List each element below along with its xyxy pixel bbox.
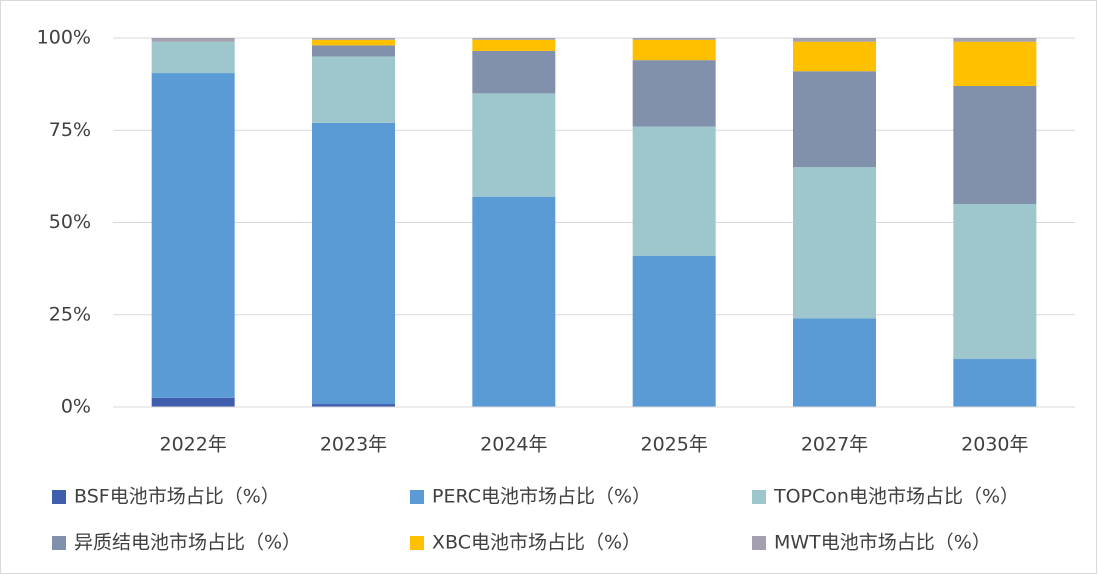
legend-label: PERC电池市场占比（%）	[432, 486, 651, 508]
bar-segment	[151, 38, 235, 42]
y-tick-label: 25%	[49, 303, 91, 325]
bar-segment	[793, 71, 876, 168]
bar-segment	[632, 38, 716, 40]
legend-swatch	[752, 490, 766, 504]
bar-segment	[312, 404, 395, 407]
bar-segment	[953, 38, 1037, 42]
legend-swatch	[52, 490, 66, 504]
bar-segment	[953, 359, 1037, 407]
legend-label: MWT电池市场占比（%）	[774, 532, 991, 554]
bar-segment	[312, 38, 395, 40]
bar-segment	[472, 50, 556, 94]
bar-segment	[632, 255, 716, 407]
legend-label: BSF电池市场占比（%）	[74, 486, 280, 508]
bar-segment	[312, 56, 395, 123]
bar-segment	[632, 39, 716, 61]
y-tick-label: 50%	[49, 211, 91, 233]
bar-segment	[312, 45, 395, 57]
bar-segment	[793, 318, 876, 407]
bar-segment	[312, 122, 395, 405]
legend-label: 异质结电池市场占比（%）	[74, 532, 301, 554]
x-tick-label: 2030年	[961, 434, 1028, 456]
bar-segment	[472, 38, 556, 40]
bar-segment	[793, 167, 876, 319]
bar-segment	[793, 38, 876, 42]
legend-swatch	[52, 536, 66, 550]
y-tick-label: 0%	[61, 396, 91, 418]
bar-segment	[151, 41, 235, 74]
bar-segment	[472, 39, 556, 51]
y-tick-label: 100%	[37, 27, 91, 49]
legend-label: TOPCon电池市场占比（%）	[773, 486, 1019, 508]
x-tick-label: 2022年	[159, 434, 226, 456]
bar-segment	[472, 93, 556, 197]
bar-segment	[151, 397, 235, 407]
legend-swatch	[410, 536, 424, 550]
legend-label: XBC电池市场占比（%）	[432, 532, 641, 554]
bar-segment	[953, 85, 1037, 205]
bar-segment	[472, 196, 556, 407]
x-tick-label: 2023年	[320, 434, 387, 456]
bar-segment	[953, 204, 1037, 360]
legend-swatch	[410, 490, 424, 504]
legend-swatch	[752, 536, 766, 550]
bar-segment	[632, 126, 716, 256]
x-tick-label: 2024年	[480, 434, 547, 456]
x-tick-label: 2027年	[801, 434, 868, 456]
x-tick-label: 2025年	[640, 434, 707, 456]
y-tick-label: 75%	[49, 119, 91, 141]
bar-segment	[953, 41, 1037, 86]
bar-segment	[151, 73, 235, 398]
bar-segment	[793, 41, 876, 72]
bar-segment	[632, 60, 716, 127]
bar-segment	[312, 39, 395, 46]
